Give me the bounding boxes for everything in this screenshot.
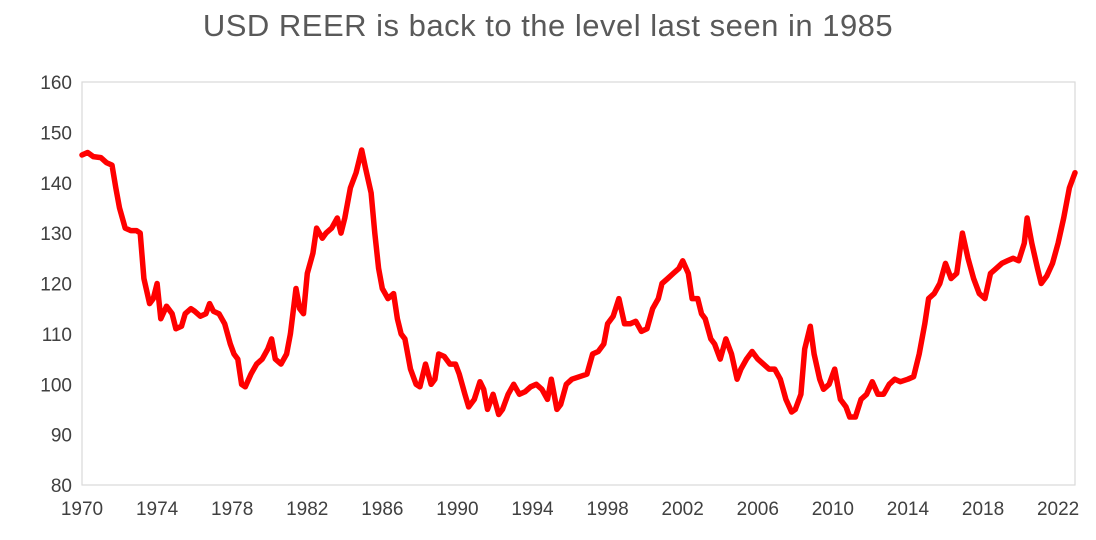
- x-tick-label: 1998: [586, 499, 628, 520]
- plot-area-frame: [81, 81, 1076, 486]
- y-tick-label: 160: [40, 73, 72, 94]
- x-tick-label: 2014: [887, 499, 930, 520]
- x-tick-label: 2002: [662, 499, 704, 520]
- x-tick-label: 1982: [286, 499, 328, 520]
- x-tick-label: 2010: [812, 499, 854, 520]
- y-tick-label: 100: [40, 375, 72, 396]
- x-tick-label: 2022: [1037, 499, 1079, 520]
- y-tick-label: 90: [51, 426, 72, 447]
- y-tick-label: 110: [42, 325, 72, 346]
- x-tick-label: 1994: [511, 499, 554, 520]
- x-tick-label: 1970: [61, 499, 103, 520]
- y-axis: 80 90 100 110 120 130 140 150 160: [40, 73, 72, 497]
- y-tick-label: 130: [40, 224, 72, 245]
- x-tick-label: 1986: [361, 499, 403, 520]
- y-tick-label: 140: [40, 174, 72, 195]
- y-tick-label: 150: [40, 123, 72, 144]
- x-tick-label: 1978: [211, 499, 253, 520]
- x-tick-label: 2018: [962, 499, 1004, 520]
- y-tick-label: 120: [40, 275, 72, 296]
- series-line: [79, 147, 1078, 420]
- chart-title: USD REER is back to the level last seen …: [202, 8, 894, 43]
- x-tick-label: 2006: [737, 499, 779, 520]
- x-tick-label: 1974: [136, 499, 179, 520]
- y-tick-label: 80: [51, 476, 72, 497]
- x-tick-label: 1990: [436, 499, 478, 520]
- x-axis: 1970 1974 1978 1982 1986 1990 1994 1998 2002 2006…: [61, 499, 1079, 520]
